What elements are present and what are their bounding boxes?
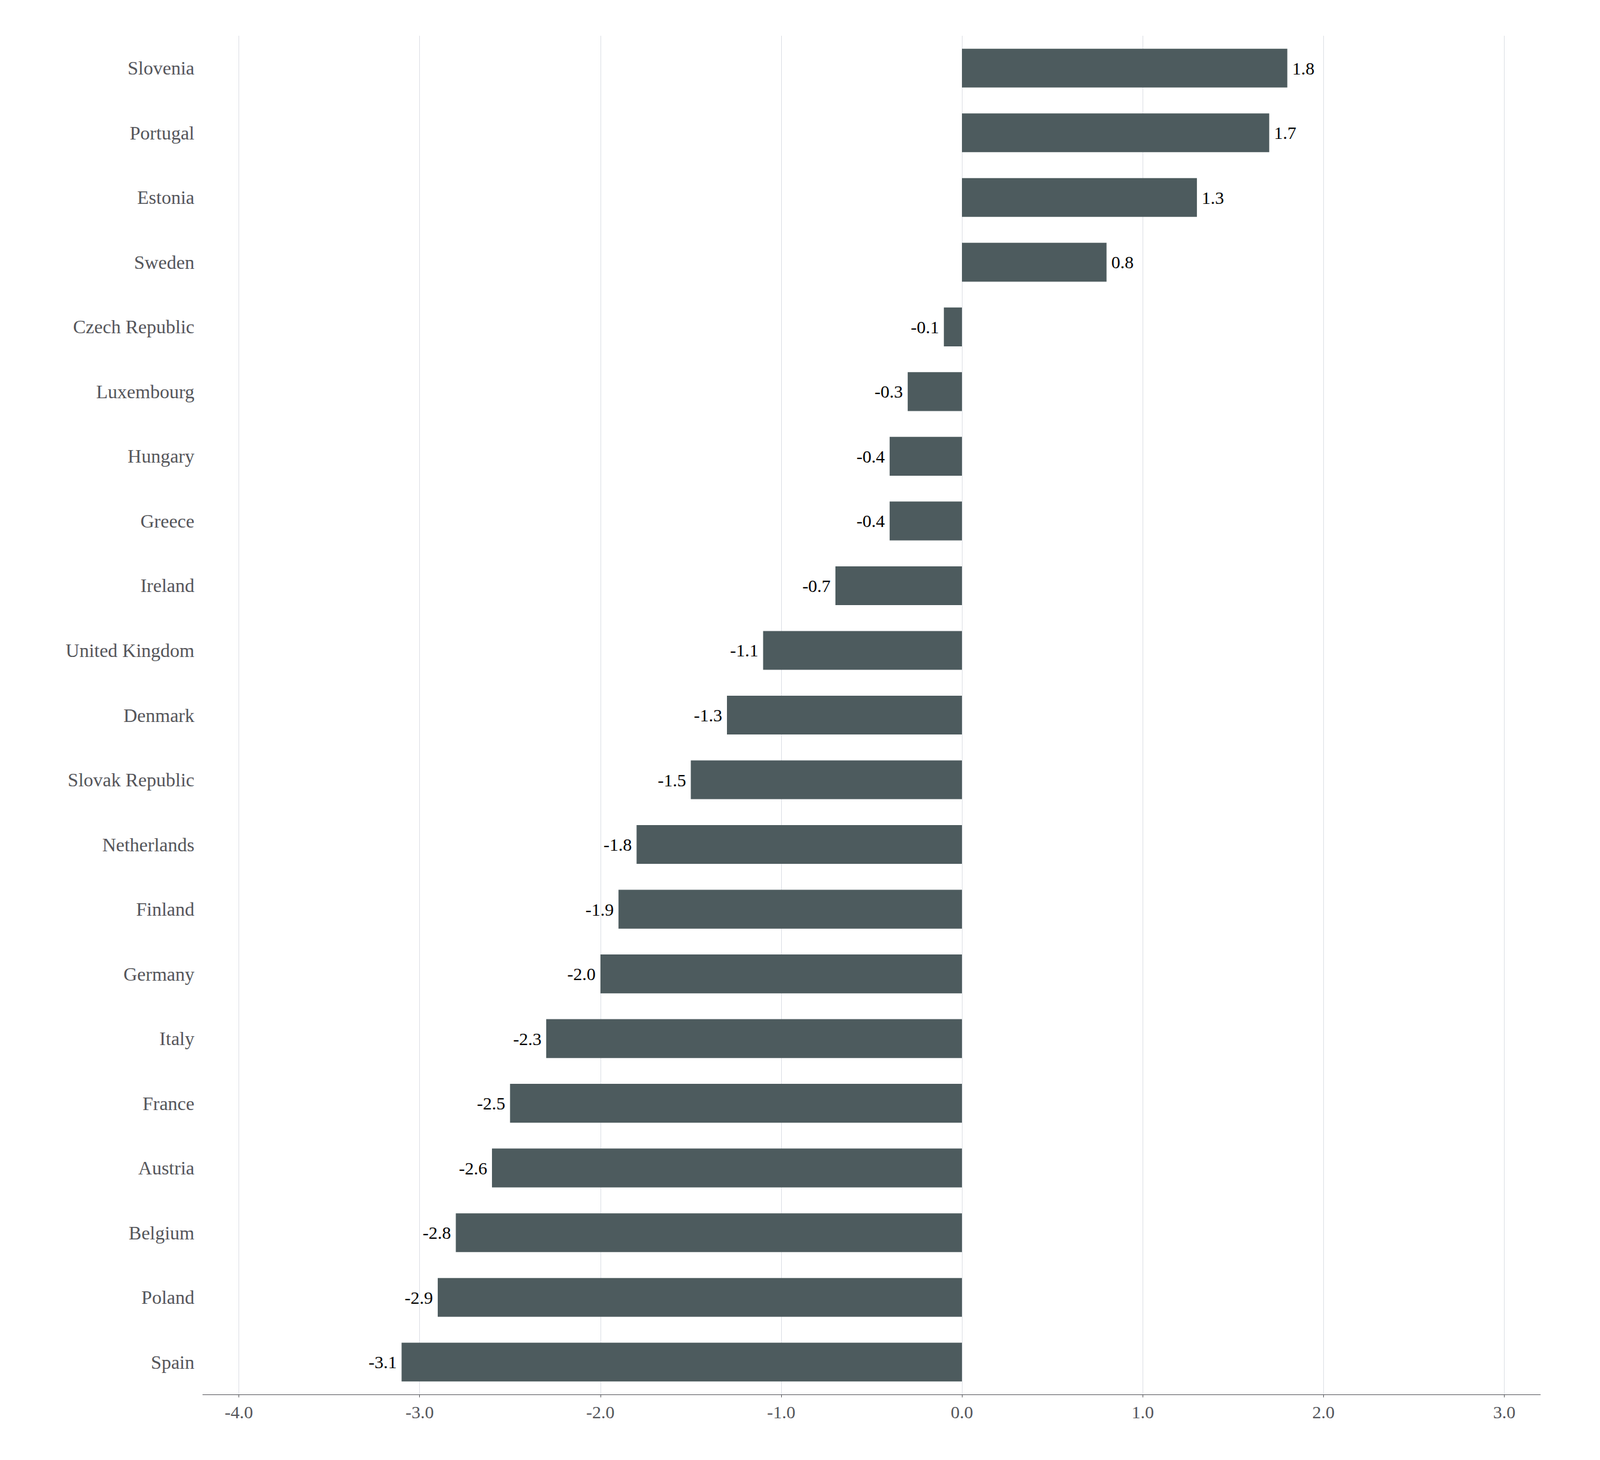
svg-text:3.0: 3.0 [1493, 1402, 1516, 1423]
svg-text:Czech Republic: Czech Republic [73, 316, 195, 338]
svg-text:0.0: 0.0 [950, 1402, 974, 1423]
svg-text:-3.0: -3.0 [405, 1402, 435, 1423]
svg-text:-1.0: -1.0 [766, 1402, 796, 1423]
svg-text:Germany: Germany [123, 963, 195, 986]
svg-text:1.0: 1.0 [1131, 1402, 1154, 1423]
svg-text:Spain: Spain [150, 1351, 195, 1374]
svg-text:-2.5: -2.5 [477, 1093, 506, 1114]
svg-text:1.3: 1.3 [1201, 187, 1225, 208]
svg-text:Slovak Republic: Slovak Republic [67, 769, 195, 791]
svg-text:Poland: Poland [141, 1286, 195, 1309]
svg-text:-1.5: -1.5 [657, 770, 687, 791]
svg-text:Italy: Italy [159, 1028, 195, 1050]
svg-text:2.0: 2.0 [1312, 1402, 1336, 1423]
svg-text:-2.3: -2.3 [512, 1029, 542, 1049]
svg-text:-2.9: -2.9 [404, 1288, 434, 1308]
svg-text:-2.8: -2.8 [422, 1223, 452, 1243]
svg-text:Portugal: Portugal [130, 122, 196, 144]
svg-text:1.7: 1.7 [1273, 122, 1297, 143]
svg-text:-3.1: -3.1 [368, 1352, 398, 1373]
svg-text:Greece: Greece [140, 510, 195, 532]
svg-text:Denmark: Denmark [123, 704, 195, 727]
svg-text:Ireland: Ireland [140, 574, 195, 597]
svg-text:Finland: Finland [135, 898, 195, 921]
svg-text:-1.8: -1.8 [603, 834, 633, 855]
svg-text:Belgium: Belgium [128, 1222, 195, 1244]
svg-text:-2.0: -2.0 [567, 964, 596, 984]
svg-text:United Kingdom: United Kingdom [65, 639, 195, 662]
svg-text:-4.0: -4.0 [224, 1402, 254, 1423]
svg-text:Netherlands: Netherlands [101, 834, 195, 856]
svg-text:-1.9: -1.9 [585, 899, 615, 920]
svg-text:Sweden: Sweden [134, 251, 195, 274]
svg-text:0.8: 0.8 [1111, 252, 1135, 272]
svg-text:-0.7: -0.7 [802, 576, 831, 596]
svg-text:-1.3: -1.3 [694, 705, 723, 726]
svg-text:-2.0: -2.0 [586, 1402, 615, 1423]
svg-text:Austria: Austria [138, 1157, 195, 1179]
svg-text:-0.1: -0.1 [910, 317, 940, 337]
svg-text:Estonia: Estonia [137, 186, 195, 209]
svg-text:France: France [142, 1093, 195, 1115]
svg-text:-0.4: -0.4 [856, 511, 885, 531]
svg-text:-2.6: -2.6 [458, 1158, 488, 1179]
svg-text:Luxembourg: Luxembourg [96, 381, 195, 403]
svg-text:1.8: 1.8 [1292, 58, 1315, 79]
svg-text:-1.1: -1.1 [729, 640, 759, 661]
svg-text:-0.3: -0.3 [874, 381, 904, 402]
svg-text:Hungary: Hungary [127, 445, 195, 467]
svg-text:-0.4: -0.4 [856, 446, 885, 467]
svg-text:Slovenia: Slovenia [127, 57, 195, 79]
